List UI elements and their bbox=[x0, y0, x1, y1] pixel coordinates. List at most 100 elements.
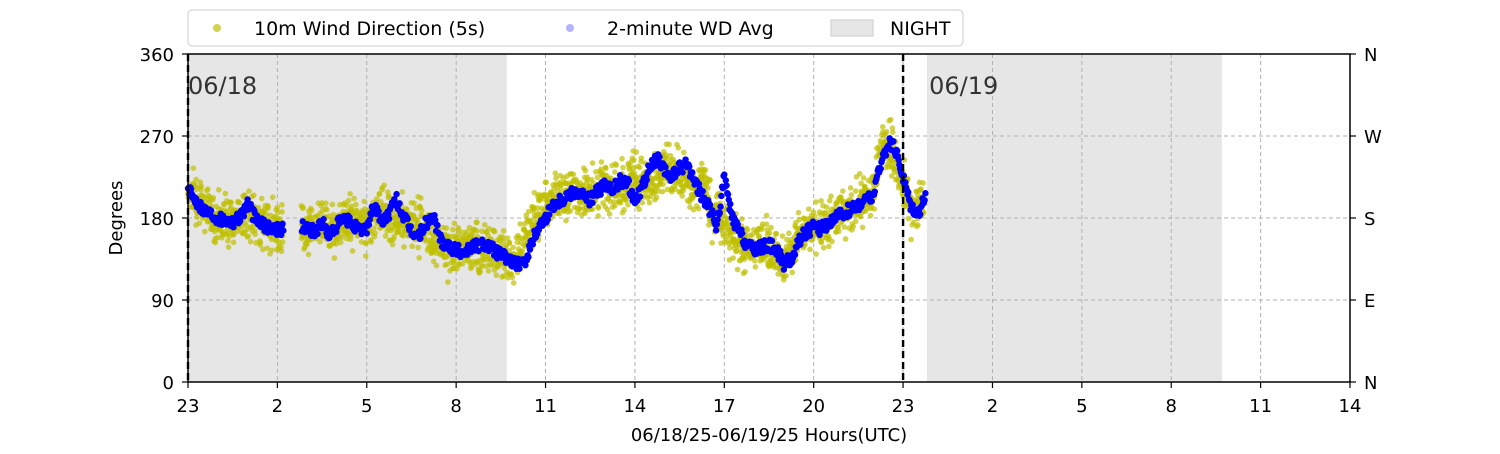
point-wind-direction-626 bbox=[389, 241, 396, 248]
legend-marker-night bbox=[830, 19, 874, 37]
point-wind-direction-2049 bbox=[813, 251, 819, 257]
point-wind-direction-2272 bbox=[879, 123, 886, 130]
point-wind-direction-532 bbox=[361, 198, 368, 205]
x-tick-label-7: 20 bbox=[802, 396, 825, 417]
point-wd-avg-435 bbox=[526, 246, 534, 253]
point-wind-direction-1035 bbox=[510, 280, 517, 286]
point-wind-direction-192 bbox=[242, 192, 248, 198]
point-wind-direction-327 bbox=[300, 205, 306, 212]
day-marker-label-0: 06/18 bbox=[188, 72, 257, 100]
point-wd-avg-930 bbox=[895, 156, 902, 164]
point-wd-avg-949 bbox=[909, 201, 916, 209]
point-wd-avg-421 bbox=[516, 265, 523, 272]
point-wind-direction-1444 bbox=[633, 149, 640, 155]
point-wind-direction-1858 bbox=[756, 233, 763, 240]
point-wind-direction-1605 bbox=[681, 149, 687, 156]
point-wind-direction-1019 bbox=[506, 239, 513, 246]
point-wind-direction-971 bbox=[491, 228, 498, 235]
point-wind-direction-1405 bbox=[621, 206, 627, 213]
point-wind-direction-224 bbox=[252, 227, 258, 234]
point-wind-direction-318 bbox=[279, 239, 286, 245]
x-tick-label-13: 14 bbox=[1339, 396, 1362, 417]
point-wd-avg-690 bbox=[716, 209, 724, 216]
x-tick-label-3: 8 bbox=[450, 396, 461, 417]
point-wind-direction-1819 bbox=[744, 227, 751, 233]
point-wind-direction-2199 bbox=[857, 213, 864, 220]
point-wind-direction-1518 bbox=[655, 188, 662, 195]
point-wind-direction-316 bbox=[279, 201, 285, 208]
point-wind-direction-1842 bbox=[752, 258, 758, 264]
right-tick-label-1: E bbox=[1364, 291, 1375, 312]
legend-label-wind-direction: 10m Wind Direction (5s) bbox=[254, 18, 485, 40]
x-tick-label-8: 23 bbox=[892, 396, 915, 417]
point-wind-direction-811 bbox=[444, 261, 450, 268]
point-wind-direction-1534 bbox=[660, 181, 666, 188]
point-wind-direction-123 bbox=[221, 202, 227, 208]
point-wind-direction-1392 bbox=[617, 200, 624, 206]
point-wind-direction-2306 bbox=[889, 129, 896, 136]
point-wd-avg-923 bbox=[890, 138, 897, 145]
point-wd-avg-339 bbox=[455, 241, 462, 249]
y-tick-label-4: 360 bbox=[140, 45, 174, 66]
point-wind-direction-1914 bbox=[773, 231, 780, 237]
point-wind-direction-1085 bbox=[525, 208, 532, 215]
day-markers: 06/18 06/19 bbox=[186, 54, 998, 382]
series-wd-avg bbox=[184, 135, 929, 273]
point-wd-avg-701 bbox=[724, 191, 732, 198]
point-wind-direction-1956 bbox=[786, 230, 792, 237]
point-wind-direction-301 bbox=[274, 204, 281, 211]
x-tick-label-6: 17 bbox=[713, 396, 736, 417]
point-wind-direction-2409 bbox=[920, 180, 926, 186]
point-wind-direction-1462 bbox=[638, 155, 645, 161]
point-wd-avg-11 bbox=[192, 195, 200, 202]
point-wd-avg-696 bbox=[721, 171, 728, 178]
point-wind-direction-1771 bbox=[730, 255, 736, 261]
point-wind-direction-1029 bbox=[509, 274, 516, 281]
point-wind-direction-583 bbox=[376, 191, 383, 197]
point-wd-avg-906 bbox=[877, 165, 884, 173]
point-wd-avg-898 bbox=[871, 188, 878, 195]
point-wind-direction-2390 bbox=[915, 222, 921, 228]
point-wind-direction-315 bbox=[278, 248, 285, 255]
point-wd-avg-439 bbox=[529, 241, 537, 248]
series-points bbox=[184, 116, 929, 286]
point-wind-direction-1835 bbox=[749, 231, 756, 238]
point-wind-direction-1937 bbox=[779, 233, 786, 239]
point-wind-direction-105 bbox=[216, 187, 222, 193]
point-wd-avg-429 bbox=[522, 262, 529, 269]
point-wind-direction-38 bbox=[196, 220, 203, 226]
point-wind-direction-835 bbox=[451, 220, 458, 227]
point-wind-direction-203 bbox=[245, 233, 252, 240]
point-wd-avg-75 bbox=[240, 212, 248, 220]
point-wind-direction-1654 bbox=[695, 205, 702, 212]
point-wind-direction-1062 bbox=[519, 248, 526, 254]
point-wind-direction-340 bbox=[304, 241, 310, 248]
point-wind-direction-384 bbox=[317, 238, 323, 245]
point-wind-direction-659 bbox=[399, 189, 406, 195]
point-wind-direction-1869 bbox=[759, 221, 766, 227]
point-wd-avg-617 bbox=[662, 163, 669, 171]
point-wind-direction-1701 bbox=[709, 240, 716, 246]
point-wind-direction-2173 bbox=[850, 223, 856, 230]
point-wind-direction-537 bbox=[363, 253, 369, 259]
point-wind-direction-2208 bbox=[860, 175, 867, 181]
point-wind-direction-1416 bbox=[625, 202, 631, 208]
point-wd-avg-965 bbox=[921, 196, 928, 204]
point-wind-direction-1587 bbox=[675, 145, 682, 151]
point-wd-avg-699 bbox=[723, 182, 730, 189]
point-wind-direction-2024 bbox=[806, 206, 812, 212]
point-wd-avg-698 bbox=[722, 177, 729, 184]
point-wind-direction-698 bbox=[411, 200, 417, 206]
point-wind-direction-911 bbox=[474, 219, 480, 226]
point-wind-direction-717 bbox=[416, 254, 422, 261]
point-wind-direction-565 bbox=[371, 225, 377, 231]
point-wd-avg-4 bbox=[187, 185, 195, 193]
point-wind-direction-2377 bbox=[910, 219, 917, 226]
point-wind-direction-2067 bbox=[818, 239, 825, 246]
point-wind-direction-303 bbox=[275, 209, 281, 216]
point-wind-direction-2285 bbox=[883, 128, 890, 135]
point-wind-direction-498 bbox=[351, 195, 357, 202]
x-tick-label-9: 2 bbox=[987, 396, 998, 417]
point-wd-avg-704 bbox=[727, 200, 734, 208]
night-bands bbox=[188, 54, 1222, 382]
